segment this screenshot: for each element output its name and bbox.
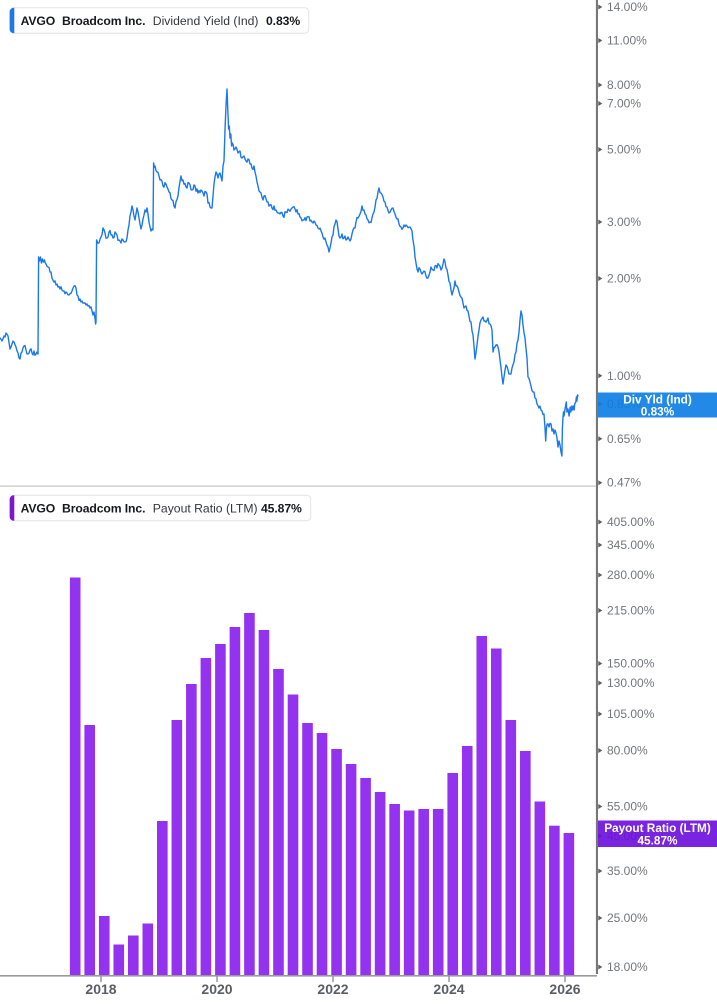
svg-text:130.00%: 130.00%: [607, 676, 655, 690]
svg-text:280.00%: 280.00%: [607, 568, 655, 582]
svg-text:AVGO: AVGO: [21, 14, 56, 28]
svg-text:150.00%: 150.00%: [607, 657, 655, 671]
svg-text:0.83%: 0.83%: [266, 14, 300, 28]
svg-text:2.00%: 2.00%: [607, 272, 641, 286]
svg-text:8.00%: 8.00%: [607, 78, 641, 92]
svg-text:3.00%: 3.00%: [607, 215, 641, 229]
svg-text:2022: 2022: [317, 981, 348, 997]
svg-text:Dividend Yield (Ind): Dividend Yield (Ind): [153, 14, 259, 28]
svg-text:0.83%: 0.83%: [641, 405, 675, 419]
svg-text:25.00%: 25.00%: [607, 911, 648, 925]
svg-text:11.00%: 11.00%: [607, 34, 647, 48]
svg-text:405.00%: 405.00%: [607, 515, 655, 529]
svg-text:14.00%: 14.00%: [607, 0, 648, 14]
svg-text:0.65%: 0.65%: [607, 432, 641, 446]
svg-text:80.00%: 80.00%: [607, 744, 648, 758]
svg-text:Broadcom Inc.: Broadcom Inc.: [62, 14, 145, 28]
svg-text:55.00%: 55.00%: [607, 800, 648, 814]
svg-text:2018: 2018: [85, 981, 116, 997]
svg-text:2026: 2026: [549, 981, 580, 997]
svg-text:1.00%: 1.00%: [607, 369, 641, 383]
svg-text:35.00%: 35.00%: [607, 864, 648, 878]
svg-text:345.00%: 345.00%: [607, 538, 655, 552]
svg-text:215.00%: 215.00%: [607, 604, 655, 618]
svg-text:2020: 2020: [201, 981, 232, 997]
svg-text:18.00%: 18.00%: [607, 960, 648, 974]
svg-text:AVGO: AVGO: [21, 502, 56, 516]
svg-text:105.00%: 105.00%: [607, 707, 655, 721]
svg-text:Broadcom Inc.: Broadcom Inc.: [62, 502, 145, 516]
svg-text:45.87%: 45.87%: [261, 502, 302, 516]
svg-text:5.00%: 5.00%: [607, 143, 641, 157]
svg-text:Payout Ratio (LTM): Payout Ratio (LTM): [153, 502, 258, 516]
svg-text:2024: 2024: [433, 981, 464, 997]
svg-text:45.87%: 45.87%: [637, 833, 678, 847]
svg-text:Div Yld (Ind): Div Yld (Ind): [623, 393, 692, 407]
svg-text:7.00%: 7.00%: [607, 97, 641, 111]
svg-text:0.47%: 0.47%: [607, 476, 641, 490]
svg-text:Payout Ratio (LTM): Payout Ratio (LTM): [604, 821, 711, 835]
